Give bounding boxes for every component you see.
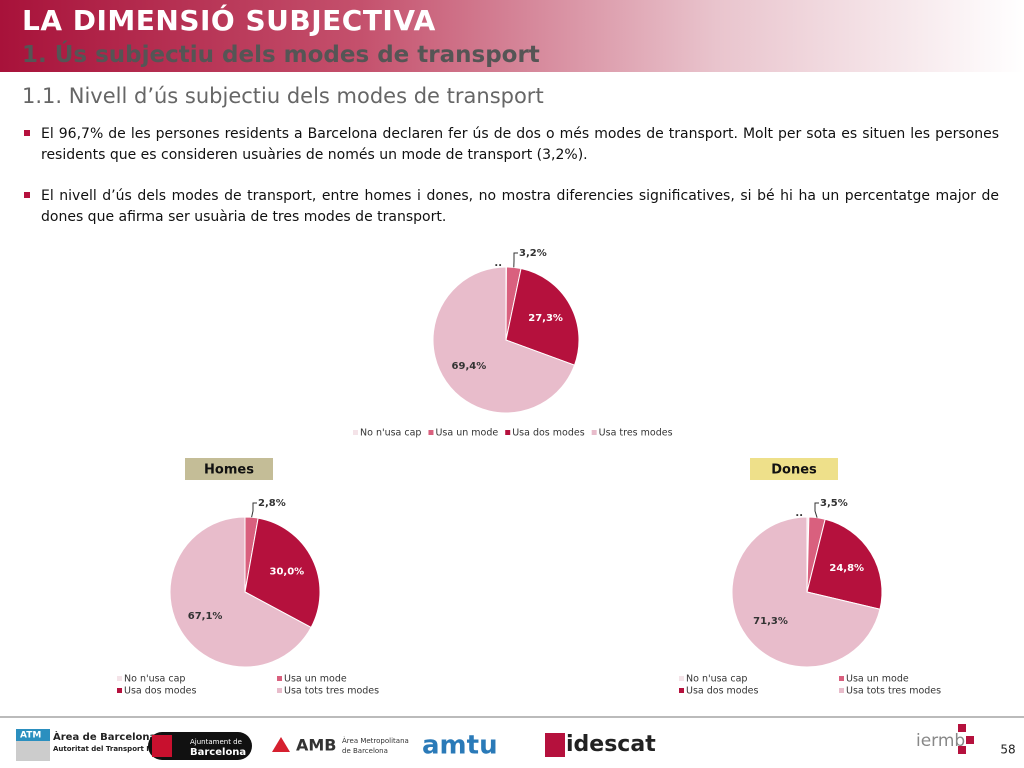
data-label: 30,0%: [269, 567, 304, 578]
bullet: El 96,7% de les persones residents a Bar…: [24, 124, 999, 166]
legend-label: Usa un mode: [435, 428, 498, 439]
logo: Ajuntament de: [190, 738, 242, 746]
logo: amtu: [422, 731, 498, 761]
header-band: [0, 0, 1024, 72]
logo-icon: [958, 746, 966, 754]
data-label: 67,1%: [188, 611, 223, 622]
bullet: El nivell d’ús dels modes de transport, …: [24, 186, 999, 228]
logo-icon: [958, 724, 966, 732]
leader-line: [513, 252, 518, 268]
legend-swatch: [839, 688, 844, 693]
logo: ATM: [20, 731, 41, 741]
logo: Autoritat del Transport Metropolità: [53, 745, 193, 753]
legend-swatch: [839, 676, 844, 681]
logo-icon: [272, 737, 290, 752]
legend-label: Usa tots tres modes: [846, 686, 941, 697]
legend-label: Usa dos modes: [124, 686, 196, 697]
legend-label: No n'usa cap: [360, 428, 421, 439]
leader-line: [814, 502, 819, 518]
subtitle: 1. Ús subjectiu dels modes de transport: [22, 42, 540, 68]
legend-label: Usa dos modes: [512, 428, 584, 439]
legend-swatch: [117, 688, 122, 693]
legend-label: Usa tots tres modes: [284, 686, 379, 697]
chart-title: Homes: [204, 463, 254, 478]
legend-swatch: [353, 430, 358, 435]
legend-swatch: [277, 676, 282, 681]
title: LA DIMENSIÓ SUBJECTIVA: [22, 4, 436, 37]
legend-swatch: [591, 430, 597, 435]
logo: Àrea de Barcelona: [53, 730, 156, 743]
logo: idescat: [566, 732, 656, 757]
pie-slice: [244, 517, 321, 629]
data-label: ..: [494, 258, 502, 269]
legend-label: No n'usa cap: [124, 674, 185, 685]
chart-title: Dones: [771, 463, 817, 478]
legend-swatch: [277, 688, 282, 693]
pie-slice: [432, 266, 576, 414]
legend-label: Usa dos modes: [686, 686, 758, 697]
data-label: 71,3%: [753, 616, 788, 627]
legend-label: Usa un mode: [284, 674, 347, 685]
logo-box: [152, 735, 172, 757]
logo-box: [16, 729, 50, 741]
legend-label: No n'usa cap: [686, 674, 747, 685]
logo: de Barcelona: [342, 747, 388, 755]
legend-label: Usa tres modes: [599, 428, 673, 439]
pie-slice: [505, 267, 580, 366]
legend-swatch: [679, 688, 684, 693]
logo-box: [545, 733, 565, 757]
legend-swatch: [117, 676, 122, 681]
leader-line: [251, 502, 257, 518]
data-label: 24,8%: [829, 563, 864, 574]
logo: AMB: [296, 736, 337, 755]
section-title: 1.1. Nivell d’ús subjectiu dels modes de…: [22, 84, 544, 108]
data-label: 69,4%: [452, 361, 487, 372]
logo: iermb: [916, 731, 965, 751]
logo-box: [148, 732, 252, 760]
legend-swatch: [679, 676, 684, 681]
data-label: 3,5%: [820, 498, 848, 509]
data-label: 3,2%: [519, 248, 547, 259]
data-label: 2,8%: [258, 498, 286, 509]
chart-title-box: [750, 458, 838, 480]
legend-label: Usa un mode: [846, 674, 909, 685]
logo: Àrea Metropolitana: [342, 736, 409, 745]
pie-slice: [169, 516, 312, 668]
data-label: ..: [795, 508, 803, 519]
pie-slice: [731, 516, 881, 668]
data-label: 27,3%: [528, 313, 563, 324]
pie-slice: [806, 518, 883, 610]
legend-swatch: [428, 430, 434, 435]
logo-icon: [966, 736, 974, 744]
legend-swatch: [505, 430, 511, 435]
page-number: 58: [1000, 743, 1015, 757]
chart-title-box: [185, 458, 273, 480]
logo: Barcelona: [190, 747, 246, 758]
